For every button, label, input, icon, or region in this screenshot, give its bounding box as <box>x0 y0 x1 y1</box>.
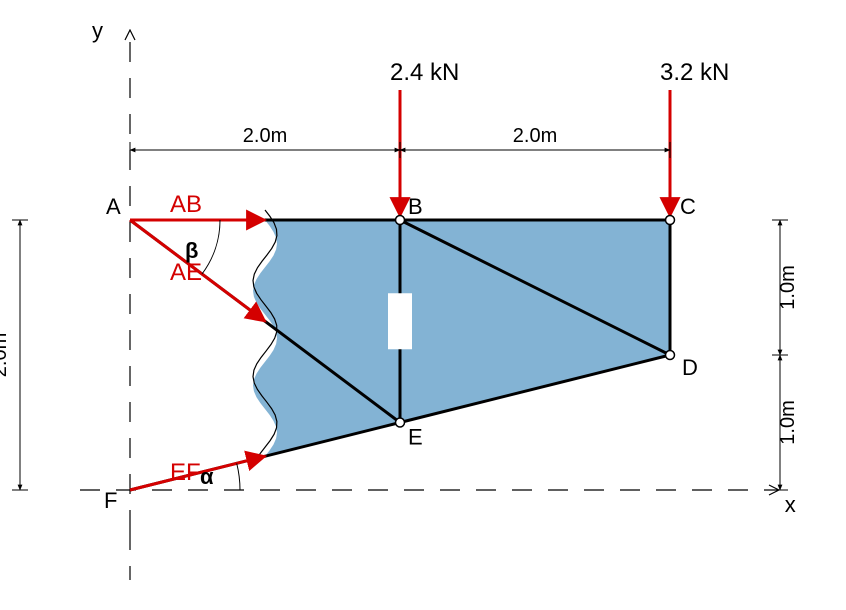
node-label-E: E <box>408 425 423 450</box>
force-label-B: 2.4 kN <box>390 59 459 86</box>
force-label-C: 3.2 kN <box>660 59 729 86</box>
section-cut-line <box>253 210 277 466</box>
node-D <box>666 351 675 360</box>
node-label-D: D <box>682 355 698 380</box>
svg-text:1.0m: 1.0m <box>777 400 799 444</box>
node-B <box>396 216 405 225</box>
dimension-left: 2.0m <box>0 220 28 490</box>
node-C <box>666 216 675 225</box>
svg-text:2.0m: 2.0m <box>243 125 287 147</box>
angle-beta-label: β <box>185 238 198 263</box>
dimension-right: 1.0m 1.0m <box>772 220 799 490</box>
x-axis-label: x <box>785 492 796 517</box>
svg-text:1.0m: 1.0m <box>777 265 799 309</box>
node-label-B: B <box>408 194 423 219</box>
section-cut-region <box>253 220 670 456</box>
node-label-C: C <box>680 194 696 219</box>
cut-arrow-label-EF: EF <box>170 459 201 486</box>
angle-alpha-arc <box>237 463 240 490</box>
cut-force-arrows: AB AE EF <box>130 191 265 490</box>
cut-arrow-label-AB: AB <box>170 191 202 218</box>
y-axis-label: y <box>92 18 103 43</box>
svg-text:2.0m: 2.0m <box>513 125 557 147</box>
svg-text:2.0m: 2.0m <box>0 333 11 377</box>
applied-forces: 2.4 kN 3.2 kN <box>390 59 729 216</box>
angle-beta-arc <box>202 220 220 274</box>
cut-arrow-label-AE: AE <box>170 259 202 286</box>
node-E <box>396 418 405 427</box>
node-label-A: A <box>106 194 121 219</box>
node-label-F: F <box>104 488 117 513</box>
angle-alpha-label: α <box>200 464 214 489</box>
